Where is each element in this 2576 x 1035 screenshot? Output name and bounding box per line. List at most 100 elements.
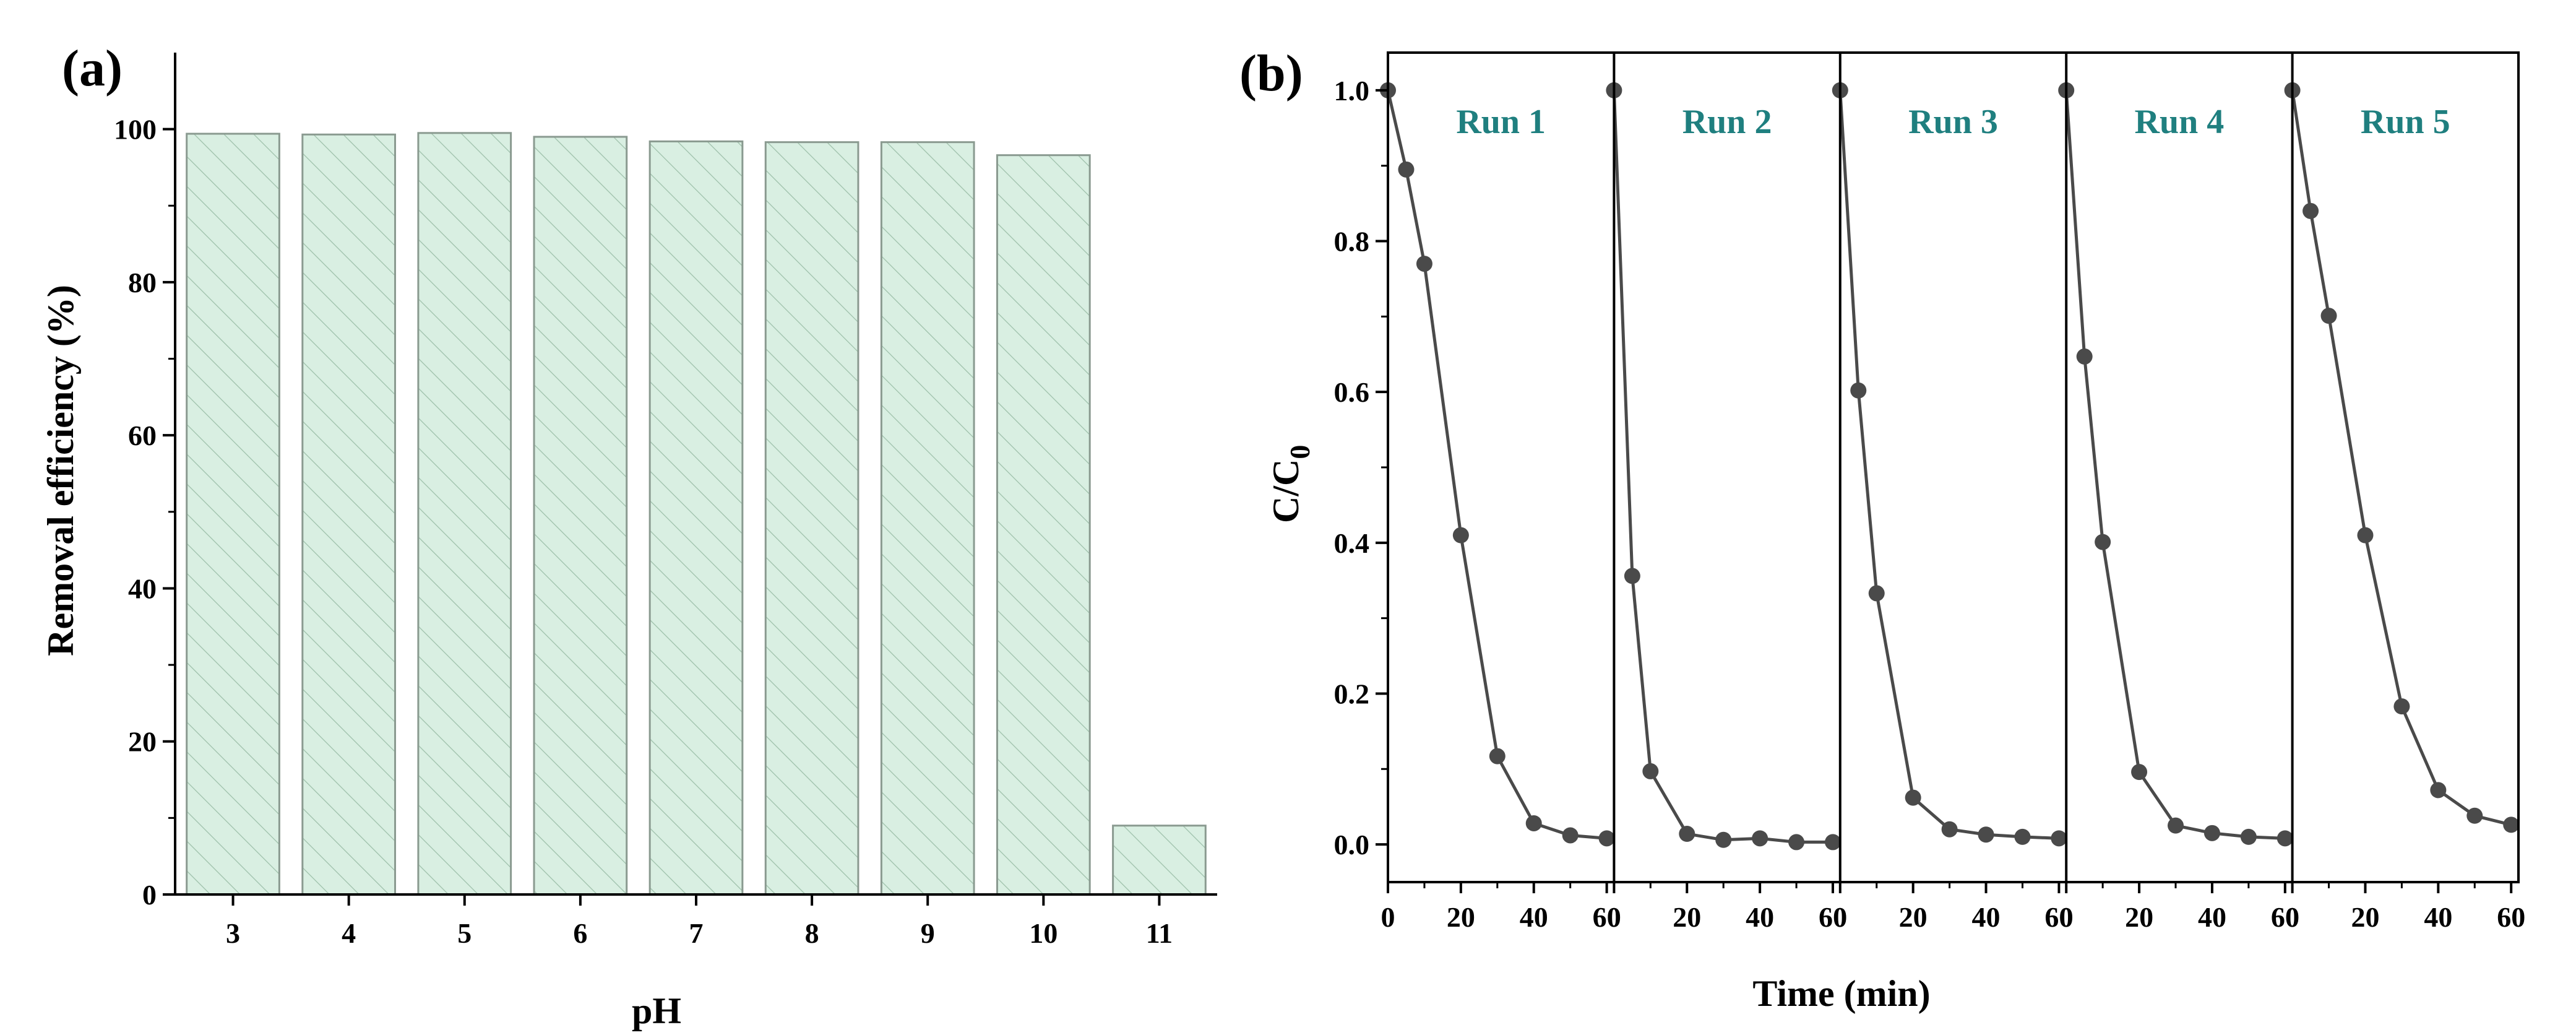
series-run-1: Run 1 <box>1380 82 1615 847</box>
panel-a-bar-chart: (a) 3 4 5 6 7 8 9 10 11 0 20 40 60 80 100 pH Removal e… <box>40 40 1217 1031</box>
bar-ph-10 <box>996 154 1091 896</box>
x-tick-label: 7 <box>689 917 704 949</box>
x-tick-label: 60 <box>1819 901 1847 933</box>
data-point <box>1642 763 1659 779</box>
y-tick-label: 1.0 <box>1334 75 1370 106</box>
data-point <box>2302 202 2319 219</box>
panel-b-label: (b) <box>1239 45 1303 102</box>
x-tick-label: 20 <box>1899 901 1928 933</box>
series-line <box>1386 90 1607 840</box>
x-tick-label: 20 <box>1447 901 1475 933</box>
data-point <box>1598 830 1615 847</box>
data-point <box>2277 830 2293 847</box>
y-tick-label: 20 <box>128 726 157 758</box>
series-run-5: Run 5 <box>2284 82 2520 833</box>
bar-ph-8 <box>764 141 859 896</box>
x-tick-label: 60 <box>2497 901 2525 933</box>
panel-b-y-axis-title-main: C/C <box>1265 459 1306 523</box>
data-point <box>1398 161 1415 178</box>
y-tick-label: 100 <box>114 114 157 145</box>
bar-hatch <box>533 136 628 896</box>
x-tick-label: 8 <box>805 917 819 949</box>
data-point <box>1562 827 1579 844</box>
x-tick-label: 0 <box>1607 901 1621 933</box>
data-point <box>1978 826 1994 843</box>
x-tick-label: 40 <box>1746 901 1774 933</box>
run-label: Run 1 <box>1456 103 1546 141</box>
data-point <box>2466 807 2483 824</box>
x-tick-label: 0 <box>1833 901 1847 933</box>
data-point <box>2503 816 2520 833</box>
data-point <box>2430 782 2447 799</box>
bar-ph-11 <box>1112 825 1207 896</box>
data-point <box>1850 382 1867 399</box>
x-tick-label: 5 <box>457 917 472 949</box>
data-point <box>1715 831 1732 848</box>
data-point <box>2168 817 2184 834</box>
y-tick-label: 40 <box>128 573 157 604</box>
data-point <box>2051 830 2067 847</box>
data-point <box>1489 748 1506 764</box>
y-tick-label: 60 <box>128 420 157 451</box>
data-point <box>2203 825 2220 841</box>
run-label: Run 2 <box>1682 103 1772 141</box>
bar-hatch <box>764 141 859 896</box>
bar-hatch <box>186 132 280 896</box>
y-tick-label: 80 <box>128 267 157 298</box>
y-tick-label: 0.6 <box>1334 376 1370 408</box>
x-tick-label: 11 <box>1146 917 1173 949</box>
y-tick-label: 0 <box>142 879 157 911</box>
data-point <box>1788 834 1805 851</box>
series-run-3: Run 3 <box>1832 82 2067 847</box>
data-point <box>1624 568 1640 584</box>
bar-hatch <box>880 141 975 896</box>
panel-b-line-chart: (b) Run 1 Run 2 Run 3 Run 4 Run 5 0 20 40 600 20… <box>1239 45 2525 1014</box>
series-run-4: Run 4 <box>2058 82 2293 847</box>
panel-a-label: (a) <box>62 40 123 97</box>
plot-frame <box>1387 51 2520 883</box>
bar-hatch <box>417 132 512 896</box>
panel-a-x-axis-title: pH <box>632 990 681 1031</box>
x-tick-label: 20 <box>2125 901 2153 933</box>
data-point <box>1905 789 1921 806</box>
bar-ph-3 <box>186 132 280 896</box>
x-tick-label: 20 <box>2351 901 2379 933</box>
panel-b-x-axis-title: Time (min) <box>1752 973 1930 1014</box>
bar-ph-4 <box>301 133 397 896</box>
x-tick-label: 3 <box>226 917 240 949</box>
y-tick-label: 0.8 <box>1334 226 1370 258</box>
data-point <box>2131 764 2148 781</box>
data-point <box>1752 830 1768 847</box>
bar-ph-7 <box>648 140 744 896</box>
data-point <box>2240 828 2257 845</box>
y-tick-label: 0.4 <box>1334 527 1370 559</box>
run-label: Run 3 <box>1908 103 1998 141</box>
y-tick-label: 0.2 <box>1334 678 1370 709</box>
data-point <box>2320 308 2337 324</box>
x-tick-label: 4 <box>342 917 356 949</box>
panel-b-y-axis-title-subscript: 0 <box>1284 445 1316 459</box>
data-point <box>1941 821 1958 838</box>
data-point <box>1679 826 1695 842</box>
data-point <box>1825 834 1842 851</box>
panel-b-y-axis-title: C/C0 <box>1265 445 1316 523</box>
x-tick-label: 40 <box>1972 901 2001 933</box>
bar-hatch <box>648 140 744 896</box>
x-tick-label: 9 <box>921 917 935 949</box>
run-label: Run 5 <box>2361 103 2450 141</box>
x-tick-label: 60 <box>2044 901 2073 933</box>
data-point <box>2393 698 2410 715</box>
y-tick-label: 0.0 <box>1334 829 1370 860</box>
bar-ph-9 <box>880 141 975 896</box>
bar-hatch <box>301 133 397 896</box>
x-tick-label: 0 <box>2059 901 2074 933</box>
data-point <box>1452 527 1469 543</box>
data-point <box>2014 828 2031 845</box>
series-line <box>1838 90 2059 840</box>
x-tick-label: 40 <box>2198 901 2226 933</box>
x-tick-label: 20 <box>1673 901 1701 933</box>
bar-hatch <box>996 154 1091 896</box>
bar-ph-5 <box>417 132 512 896</box>
data-point <box>1868 585 1885 602</box>
